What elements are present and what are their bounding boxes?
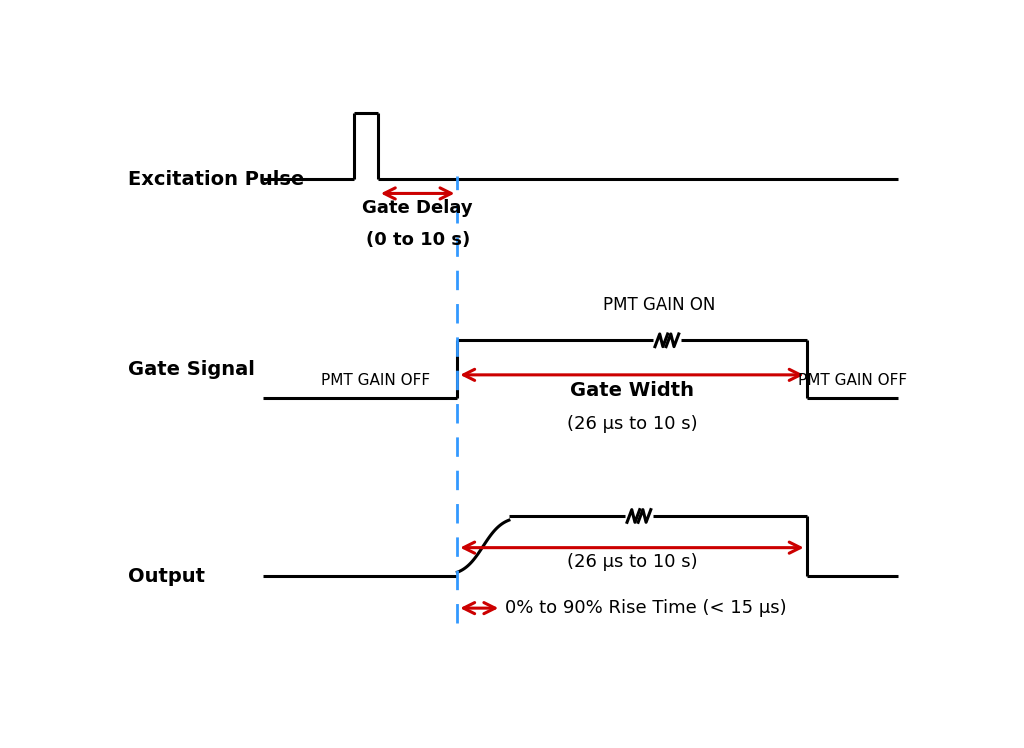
Text: Gate Signal: Gate Signal: [128, 360, 255, 378]
Text: Excitation Pulse: Excitation Pulse: [128, 170, 304, 188]
Text: (0 to 10 s): (0 to 10 s): [366, 231, 470, 249]
Text: 0% to 90% Rise Time (< 15 μs): 0% to 90% Rise Time (< 15 μs): [505, 599, 786, 617]
Text: (26 μs to 10 s): (26 μs to 10 s): [566, 554, 697, 571]
Text: (26 μs to 10 s): (26 μs to 10 s): [566, 415, 697, 433]
Text: PMT GAIN ON: PMT GAIN ON: [603, 296, 715, 314]
Text: Output: Output: [128, 567, 205, 586]
Text: Gate Width: Gate Width: [570, 381, 694, 399]
Text: PMT GAIN OFF: PMT GAIN OFF: [798, 373, 906, 387]
Text: PMT GAIN OFF: PMT GAIN OFF: [322, 373, 430, 387]
Text: Gate Delay: Gate Delay: [362, 199, 473, 217]
